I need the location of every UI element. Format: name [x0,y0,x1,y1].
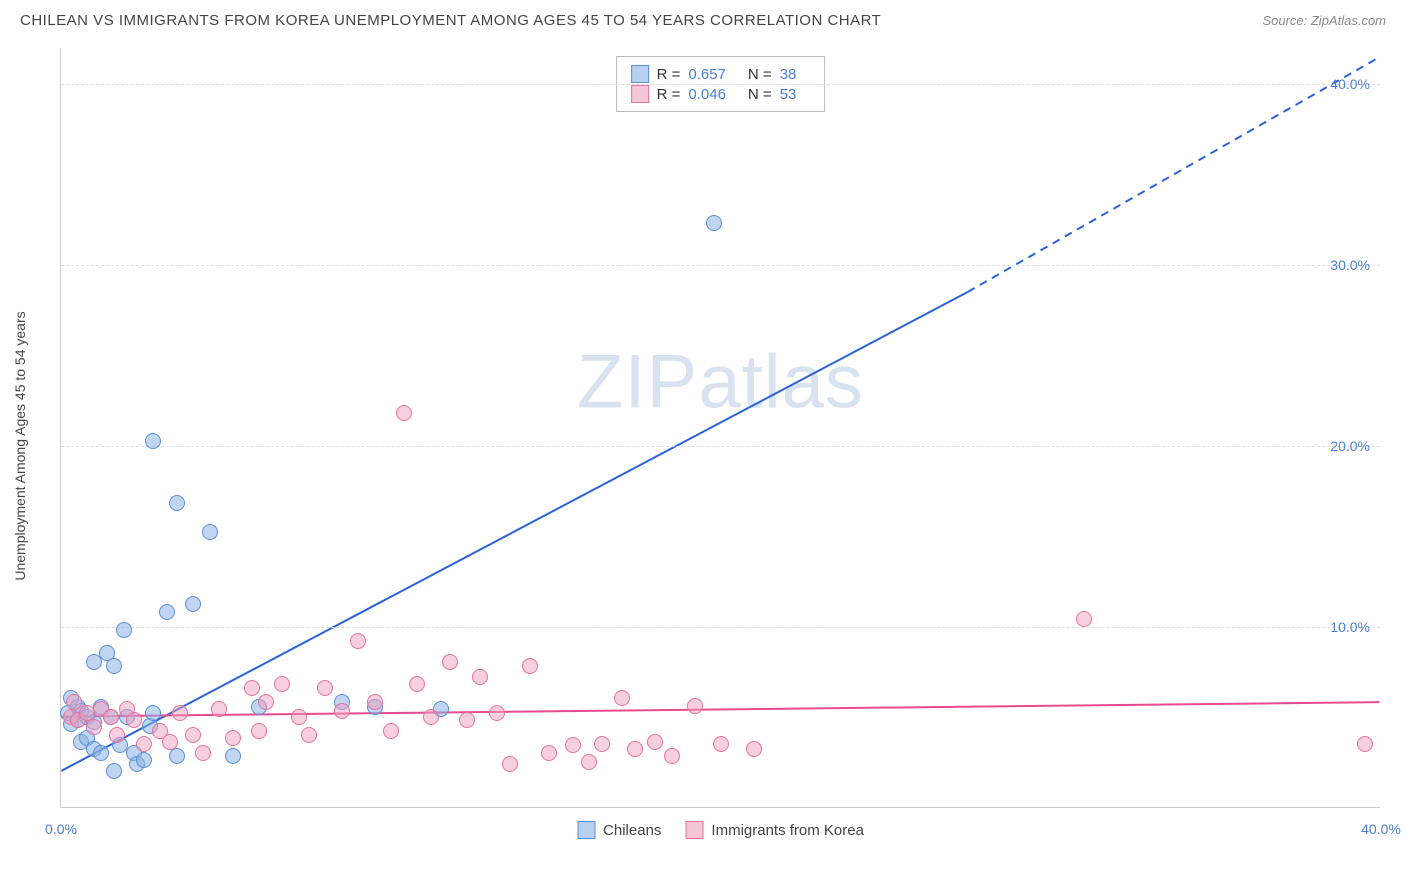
legend-series-label: Immigrants from Korea [711,822,864,839]
data-point [93,745,109,761]
data-point [145,705,161,721]
scatter-plot: ZIPatlas R =0.657N =38R =0.046N =53 Chil… [60,48,1380,808]
data-point [541,745,557,761]
gridline [61,84,1380,85]
data-point [172,705,188,721]
data-point [647,734,663,750]
gridline [61,446,1380,447]
data-point [274,676,290,692]
data-point [581,754,597,770]
data-point [136,736,152,752]
chart-source: Source: ZipAtlas.com [1262,13,1386,28]
data-point [367,694,383,710]
r-label: R = [657,86,681,103]
data-point [145,433,161,449]
data-point [383,723,399,739]
data-point [409,676,425,692]
data-point [225,748,241,764]
legend-swatch [631,65,649,83]
data-point [159,604,175,620]
data-point [459,712,475,728]
legend-series-item: Chileans [577,821,661,839]
data-point [185,727,201,743]
data-point [185,596,201,612]
data-point [106,763,122,779]
data-point [86,719,102,735]
data-point [423,709,439,725]
y-tick-label: 40.0% [1330,76,1370,92]
y-tick-label: 20.0% [1330,438,1370,454]
y-tick-label: 30.0% [1330,257,1370,273]
n-label: N = [748,66,772,83]
data-point [1076,611,1092,627]
data-point [442,654,458,670]
gridline [61,265,1380,266]
data-point [116,622,132,638]
data-point [522,658,538,674]
data-point [202,524,218,540]
legend-correlation-row: R = 0.046 N = 53 [631,85,811,103]
r-value: 0.046 [688,86,726,103]
data-point [489,705,505,721]
chart-title: CHILEAN VS IMMIGRANTS FROM KOREA UNEMPLO… [20,12,881,29]
legend-swatch [685,821,703,839]
data-point [502,756,518,772]
n-value: 53 [780,86,797,103]
data-point [169,748,185,764]
data-point [258,694,274,710]
watermark: ZIPatlas [577,338,864,425]
data-point [291,709,307,725]
data-point [334,703,350,719]
data-point [1357,736,1373,752]
chart-header: CHILEAN VS IMMIGRANTS FROM KOREA UNEMPLO… [0,0,1406,37]
x-tick-label: 40.0% [1361,821,1401,837]
legend-swatch [577,821,595,839]
data-point [350,633,366,649]
r-label: R = [657,66,681,83]
data-point [251,723,267,739]
watermark-dark: ZIP [577,339,698,424]
data-point [301,727,317,743]
data-point [317,680,333,696]
data-point [103,709,119,725]
data-point [195,745,211,761]
data-point [211,701,227,717]
y-axis-label: Unemployment Among Ages 45 to 54 years [12,311,28,580]
data-point [664,748,680,764]
data-point [126,712,142,728]
n-value: 38 [780,66,797,83]
chart-area: Unemployment Among Ages 45 to 54 years Z… [48,48,1388,828]
data-point [169,495,185,511]
legend-swatch [631,85,649,103]
watermark-light: atlas [698,339,864,424]
legend-series: Chileans Immigrants from Korea [577,821,864,839]
data-point [713,736,729,752]
data-point [244,680,260,696]
x-tick-label: 0.0% [45,821,77,837]
data-point [746,741,762,757]
data-point [627,741,643,757]
data-point [594,736,610,752]
data-point [706,215,722,231]
data-point [565,737,581,753]
data-point [472,669,488,685]
data-point [106,658,122,674]
data-point [396,405,412,421]
legend-series-label: Chileans [603,822,661,839]
y-tick-label: 10.0% [1330,619,1370,635]
r-value: 0.657 [688,66,726,83]
legend-correlation-row: R = 0.657 N = 38 [631,65,811,83]
data-point [136,752,152,768]
data-point [162,734,178,750]
trend-lines [61,48,1380,807]
data-point [687,698,703,714]
legend-series-item: Immigrants from Korea [685,821,864,839]
data-point [225,730,241,746]
n-label: N = [748,86,772,103]
gridline [61,627,1380,628]
data-point [109,727,125,743]
data-point [614,690,630,706]
